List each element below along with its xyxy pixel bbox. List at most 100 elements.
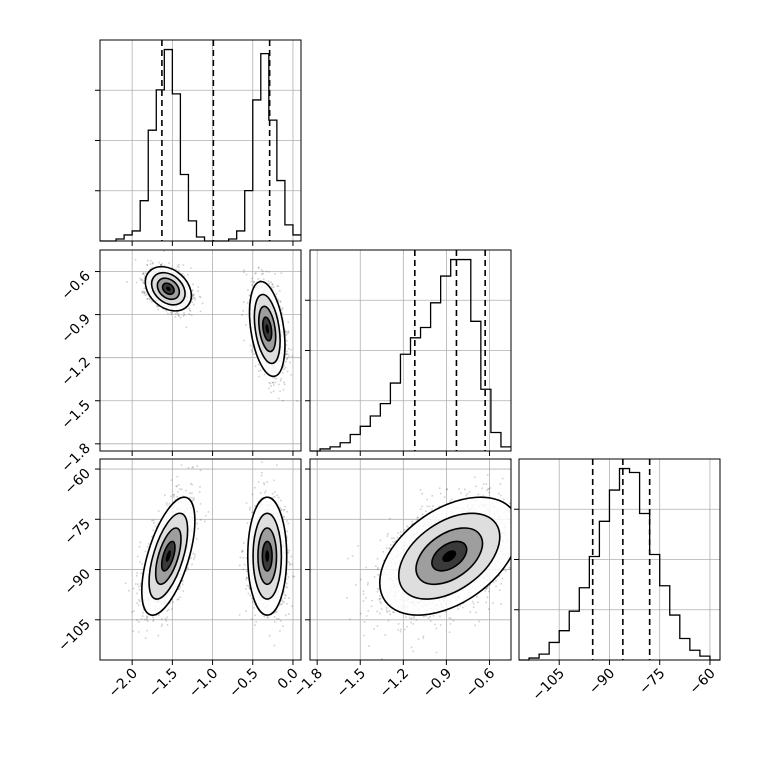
sample-point (191, 466, 193, 469)
sample-point (151, 262, 154, 265)
sample-point (168, 602, 171, 604)
sample-point (181, 580, 184, 582)
sample-point (151, 519, 153, 522)
sample-point (168, 262, 170, 264)
sample-point (131, 611, 133, 613)
sample-point (174, 316, 177, 318)
sample-point (144, 637, 147, 639)
sample-point (182, 495, 185, 498)
sample-point (267, 280, 270, 283)
sample-point (268, 387, 270, 390)
sample-point (245, 273, 248, 276)
sample-point (245, 502, 248, 505)
density-contour (166, 286, 171, 291)
sample-point (152, 244, 154, 246)
sample-point (238, 564, 241, 567)
sample-point (196, 510, 198, 513)
sample-point (135, 281, 138, 284)
sample-point (179, 316, 182, 319)
sample-point (182, 315, 185, 317)
sample-point (287, 321, 290, 323)
sample-point (243, 339, 245, 342)
sample-point (177, 313, 179, 315)
sample-point (141, 615, 144, 617)
sample-point (274, 612, 276, 614)
sample-point (191, 563, 193, 566)
samples-layer (124, 461, 296, 647)
sample-point (175, 268, 177, 271)
sample-point (246, 302, 249, 304)
sample-point (241, 314, 243, 316)
sample-point (170, 311, 172, 314)
sample-point (182, 590, 185, 592)
sample-point (160, 625, 163, 627)
sample-point (254, 365, 257, 367)
hist-panel-2: −105 −90 −75 −60 (514, 458, 721, 704)
sample-point (142, 291, 145, 293)
sample-point (143, 292, 146, 295)
sample-point (143, 618, 146, 621)
sample-point (192, 499, 195, 501)
sample-point (142, 272, 145, 274)
sample-point (166, 624, 169, 626)
sample-point (177, 588, 180, 590)
sample-point (170, 312, 173, 315)
sample-point (274, 491, 276, 493)
sample-point (151, 535, 153, 538)
sample-point (178, 315, 180, 317)
sample-point (145, 618, 148, 621)
sample-point (282, 366, 284, 368)
sample-point (143, 609, 145, 611)
sample-point (190, 314, 193, 316)
sample-point (287, 347, 290, 350)
sample-point (268, 382, 271, 384)
sample-point (141, 291, 143, 294)
sample-point (277, 298, 279, 301)
sample-point (193, 497, 195, 500)
sample-point (262, 278, 265, 280)
sample-point (124, 582, 127, 585)
sample-point (281, 307, 284, 309)
sample-point (257, 267, 260, 269)
sample-point (286, 537, 288, 539)
sample-point (280, 272, 283, 274)
sample-point (190, 267, 192, 269)
sample-point (191, 483, 193, 486)
sample-point (285, 594, 287, 597)
sample-point (285, 360, 287, 363)
sample-point (289, 361, 292, 364)
y-tick-label: −1.2 (58, 354, 93, 389)
hist-2-frame (518, 458, 721, 661)
sample-point (286, 332, 289, 335)
sample-point (247, 289, 249, 291)
sample-point (152, 618, 155, 621)
sample-point (289, 562, 291, 565)
sample-point (277, 300, 280, 302)
scatter-0-frame (99, 249, 302, 452)
sample-point (191, 295, 194, 297)
sample-point (167, 312, 169, 315)
sample-point (288, 355, 290, 357)
sample-point (283, 381, 285, 384)
sample-point (268, 282, 270, 285)
sample-point (146, 616, 149, 618)
sample-point (296, 400, 298, 402)
sample-point (191, 497, 193, 499)
sample-point (152, 620, 154, 622)
sample-point (187, 567, 189, 570)
sample-point (181, 580, 183, 582)
sample-point (195, 537, 198, 540)
sample-point (188, 313, 191, 315)
sample-point (258, 370, 260, 372)
sample-point (181, 273, 184, 275)
sample-point (286, 350, 288, 353)
sample-point (282, 625, 284, 627)
sample-point (192, 466, 194, 468)
histogram-step-2 (519, 467, 720, 661)
sample-point (152, 529, 154, 532)
sample-point (167, 608, 170, 611)
sample-point (155, 614, 157, 617)
sample-point (142, 281, 144, 284)
sample-point (243, 301, 245, 303)
